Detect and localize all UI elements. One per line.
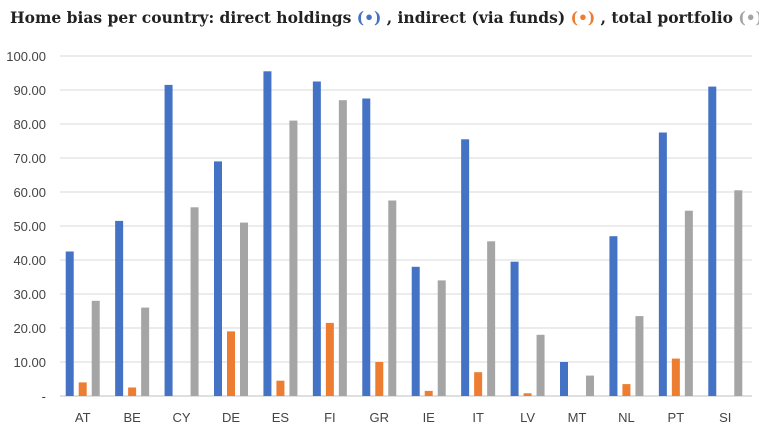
bar-be-total-portfolio	[141, 307, 150, 396]
bar-gr-total-portfolio	[388, 200, 397, 396]
gridlines	[60, 55, 752, 397]
y-tick-label: 90.00	[13, 83, 46, 98]
x-tick-label: AT	[75, 410, 91, 425]
bar-pt-direct-holdings	[658, 132, 667, 396]
title-mid-1: , indirect (via funds)	[381, 8, 571, 27]
y-tick-label: 40.00	[13, 253, 46, 268]
x-tick-label: IT	[472, 410, 484, 425]
bar-fi-indirect-via-funds	[325, 322, 334, 396]
x-tick-label: BE	[123, 410, 141, 425]
x-tick-label: GR	[370, 410, 390, 425]
y-tick-label: 10.00	[13, 355, 46, 370]
bar-at-direct-holdings	[65, 251, 74, 396]
bar-at-total-portfolio	[91, 300, 100, 396]
x-axis-tick-labels: AT BE CY DE ES FI GR IE IT LV MT NL PT SI	[75, 410, 732, 425]
x-tick-label: NL	[618, 410, 635, 425]
bar-si-total-portfolio	[734, 190, 743, 396]
y-tick-label: -	[42, 389, 46, 404]
bars	[65, 71, 743, 397]
x-tick-label: CY	[173, 410, 191, 425]
bar-at-indirect-via-funds	[78, 382, 87, 396]
chart-title: Home bias per country: direct holdings (…	[10, 8, 759, 27]
bar-nl-total-portfolio	[635, 316, 644, 396]
indirect-marker: (•)	[570, 8, 596, 27]
bar-si-direct-holdings	[708, 86, 717, 396]
bar-es-indirect-via-funds	[276, 380, 285, 396]
bar-ie-total-portfolio	[437, 280, 446, 396]
bar-be-direct-holdings	[115, 220, 124, 396]
bar-pt-total-portfolio	[684, 210, 693, 396]
bar-gr-indirect-via-funds	[375, 362, 384, 396]
bar-nl-indirect-via-funds	[622, 384, 631, 396]
y-tick-label: 50.00	[13, 219, 46, 234]
bar-lv-direct-holdings	[510, 261, 519, 396]
bar-es-total-portfolio	[289, 120, 298, 396]
title-mid-2: , total portfolio	[595, 8, 739, 27]
x-tick-label: ES	[272, 410, 290, 425]
bar-ie-indirect-via-funds	[424, 390, 433, 396]
x-tick-label: PT	[668, 410, 685, 425]
bar-fi-direct-holdings	[312, 81, 321, 396]
title-prefix: Home bias per country: direct holdings	[10, 8, 357, 27]
y-tick-label: 20.00	[13, 321, 46, 336]
bar-lv-indirect-via-funds	[523, 393, 532, 396]
bar-mt-total-portfolio	[586, 375, 594, 396]
bar-it-total-portfolio	[487, 241, 496, 396]
y-tick-label: 60.00	[13, 185, 46, 200]
x-tick-label: MT	[568, 410, 587, 425]
bar-lv-total-portfolio	[536, 334, 545, 396]
total-portfolio-marker: (•)	[738, 8, 759, 27]
y-tick-label: 100.00	[6, 49, 46, 64]
x-tick-label: DE	[222, 410, 240, 425]
bar-ie-direct-holdings	[411, 266, 420, 396]
bar-be-indirect-via-funds	[128, 387, 137, 396]
bar-cy-direct-holdings	[164, 84, 173, 397]
x-tick-label: IE	[423, 410, 436, 425]
x-tick-label: SI	[719, 410, 731, 425]
bar-es-direct-holdings	[263, 71, 272, 397]
y-axis-tick-labels: - 10.00 20.00 30.00 40.00 50.00 60.00 70.00 80.0…	[6, 49, 46, 404]
bar-de-total-portfolio	[240, 222, 248, 396]
bar-de-indirect-via-funds	[227, 331, 235, 396]
bar-pt-indirect-via-funds	[671, 358, 680, 396]
y-tick-label: 30.00	[13, 287, 46, 302]
x-tick-label: FI	[324, 410, 336, 425]
y-tick-label: 80.00	[13, 117, 46, 132]
bar-it-direct-holdings	[461, 139, 470, 397]
bar-de-direct-holdings	[214, 161, 222, 396]
bar-it-indirect-via-funds	[474, 372, 483, 396]
bar-cy-total-portfolio	[190, 207, 199, 396]
direct-holdings-marker: (•)	[356, 8, 382, 27]
bar-mt-direct-holdings	[560, 362, 568, 396]
y-tick-label: 70.00	[13, 151, 46, 166]
bar-fi-total-portfolio	[338, 100, 347, 396]
x-tick-label: LV	[520, 410, 535, 425]
bar-gr-direct-holdings	[362, 98, 371, 396]
bar-nl-direct-holdings	[609, 236, 618, 396]
